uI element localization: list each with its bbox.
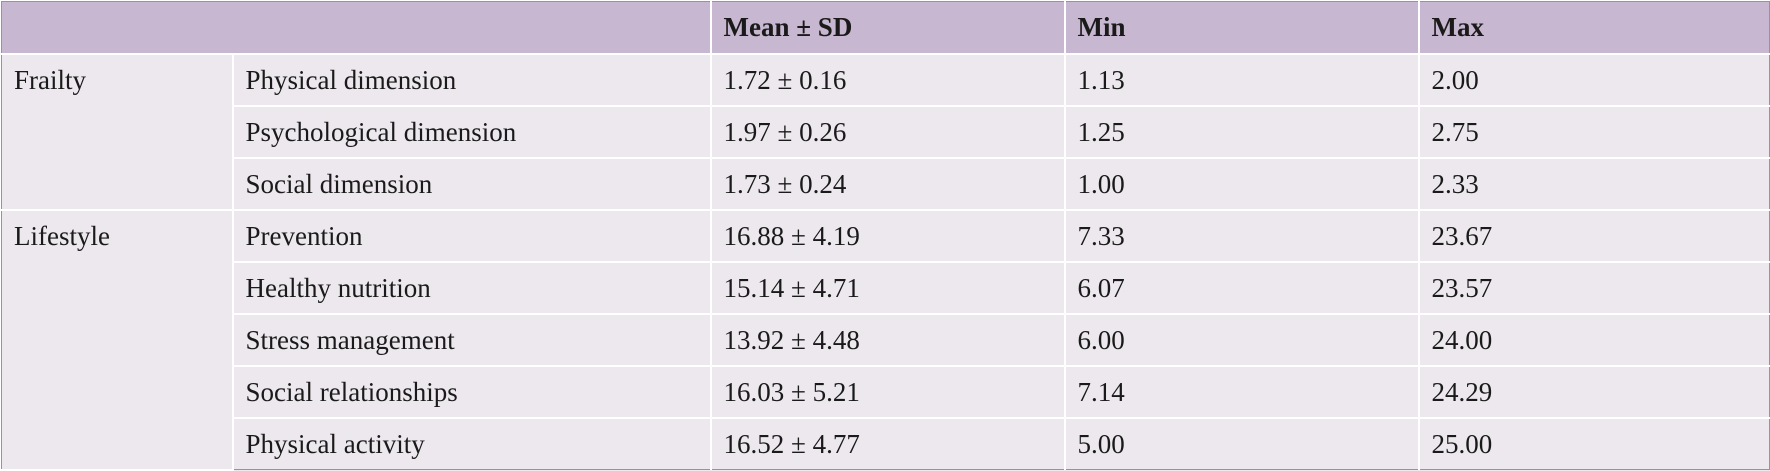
row-mean-sd: 16.52 ± 4.77	[709, 418, 1065, 470]
row-min: 7.14	[1063, 366, 1419, 419]
row-name: Psychological dimension	[231, 106, 711, 159]
table-row: Lifestyle Prevention 16.88 ± 4.19 7.33 2…	[1, 210, 1770, 471]
row-max: 24.00	[1417, 314, 1770, 367]
row-max: 2.00	[1417, 54, 1770, 107]
table-row: Psychological dimension 1.97 ± 0.26 1.25…	[2, 106, 1770, 159]
row-max: 23.67	[1417, 210, 1770, 263]
row-name: Social dimension	[231, 158, 711, 211]
header-min: Min	[1063, 1, 1419, 55]
row-mean-sd: 13.92 ± 4.48	[709, 314, 1065, 367]
row-mean-sd: 1.72 ± 0.16	[709, 54, 1065, 107]
row-max: 2.75	[1417, 106, 1770, 159]
row-name: Physical activity	[231, 418, 711, 470]
row-mean-sd: 1.73 ± 0.24	[709, 158, 1065, 211]
row-name: Healthy nutrition	[231, 262, 711, 315]
table-row: Social dimension 1.73 ± 0.24 1.00 2.33	[2, 158, 1770, 211]
row-min: 1.00	[1063, 158, 1419, 211]
row-max: 23.57	[1417, 262, 1770, 315]
row-name: Physical dimension	[231, 54, 711, 107]
group-label-lifestyle: Lifestyle	[1, 210, 233, 471]
row-min: 6.00	[1063, 314, 1419, 367]
row-mean-sd: 1.97 ± 0.26	[709, 106, 1065, 159]
row-mean-sd: 16.88 ± 4.19	[709, 210, 1065, 263]
row-max: 2.33	[1417, 158, 1770, 211]
row-min: 1.25	[1063, 106, 1419, 159]
row-name: Prevention	[231, 210, 711, 263]
row-mean-sd: 15.14 ± 4.71	[709, 262, 1065, 315]
row-name: Social relationships	[231, 366, 711, 419]
row-min: 5.00	[1063, 418, 1419, 470]
row-min: 1.13	[1063, 54, 1419, 107]
group-label-frailty: Frailty	[1, 54, 233, 211]
row-max: 25.00	[1417, 418, 1770, 470]
header-max: Max	[1417, 1, 1770, 55]
table-row: Frailty Physical dimension 1.72 ± 0.16 1…	[1, 54, 1770, 211]
row-min: 6.07	[1063, 262, 1419, 315]
row-mean-sd: 16.03 ± 5.21	[709, 366, 1065, 419]
row-max: 24.29	[1417, 366, 1770, 419]
header-empty	[1, 1, 711, 55]
row-name: Stress management	[231, 314, 711, 367]
table-row: Stress management 13.92 ± 4.48 6.00 24.0…	[2, 314, 1770, 367]
row-min: 7.33	[1063, 210, 1419, 263]
table-row: Healthy nutrition 15.14 ± 4.71 6.07 23.5…	[2, 262, 1770, 315]
header-row: Mean ± SD Min Max	[1, 1, 1770, 55]
header-mean-sd: Mean ± SD	[709, 1, 1065, 55]
table-row: Social relationships 16.03 ± 5.21 7.14 2…	[2, 366, 1770, 419]
table-row: Physical activity 16.52 ± 4.77 5.00 25.0…	[2, 418, 1770, 470]
